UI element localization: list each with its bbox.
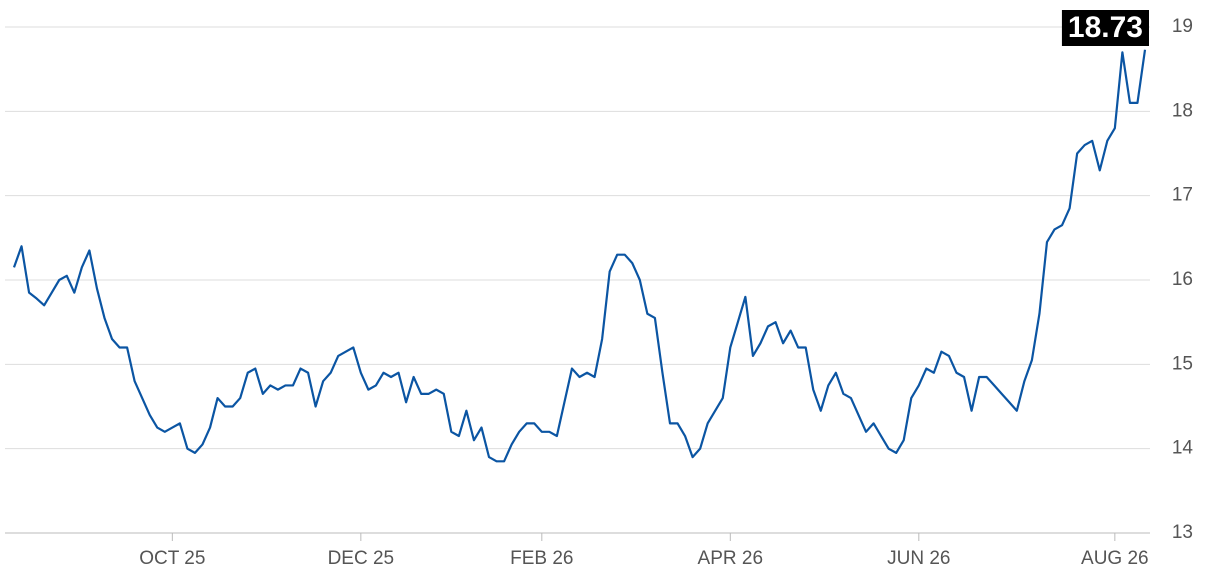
y-tick-label: 19 bbox=[1172, 16, 1193, 37]
y-tick-label: 17 bbox=[1172, 185, 1193, 206]
x-tick-label: APR 26 bbox=[698, 548, 763, 569]
x-tick-label: FEB 26 bbox=[510, 548, 573, 569]
y-tick-label: 13 bbox=[1172, 522, 1193, 543]
y-tick-label: 14 bbox=[1172, 438, 1194, 459]
line bbox=[12, 49, 1147, 463]
last-value-box bbox=[1061, 10, 1149, 46]
y-tick-label: 15 bbox=[1172, 353, 1193, 374]
x-tick-label: JUN 26 bbox=[887, 548, 950, 569]
x-tick-label: DEC 25 bbox=[328, 548, 395, 569]
y-tick-label: 18 bbox=[1172, 100, 1193, 121]
x-tick-label: OCT 25 bbox=[139, 548, 205, 569]
y-tick-label: 16 bbox=[1172, 269, 1193, 290]
x-tick-label: AUG 26 bbox=[1081, 548, 1149, 569]
last-value-label: 18.73 bbox=[1068, 11, 1143, 44]
